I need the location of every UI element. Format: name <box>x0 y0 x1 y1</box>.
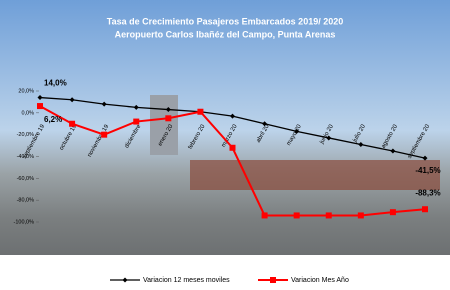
chart: Tasa de Crecimiento Pasajeros Embarcados… <box>0 0 450 290</box>
data-label: -41,5% <box>415 166 440 175</box>
marker <box>230 145 236 151</box>
marker <box>101 132 107 138</box>
marker <box>422 206 428 212</box>
y-tick-label: -20,0% <box>17 132 35 138</box>
marker <box>37 103 43 109</box>
legend-label: Variacion 12 meses moviles <box>143 277 230 284</box>
marker <box>69 121 75 127</box>
terminal <box>190 160 440 190</box>
marker <box>133 119 139 125</box>
marker <box>165 115 171 121</box>
chart-subtitle: Aeropuerto Carlos Ibañéz del Campo, Punt… <box>115 29 336 39</box>
y-tick-label: 0,0% <box>21 110 34 116</box>
marker <box>358 212 364 218</box>
y-tick-label: -100,0% <box>14 219 35 225</box>
marker <box>326 212 332 218</box>
y-tick-label: -80,0% <box>17 198 35 204</box>
legend-band <box>0 255 450 290</box>
marker <box>294 212 300 218</box>
legend-label: Variacion Mes Año <box>291 277 349 284</box>
marker <box>390 209 396 215</box>
data-label: -88,3% <box>415 188 440 197</box>
tower <box>150 95 178 155</box>
legend-marker <box>270 277 276 283</box>
marker <box>262 212 268 218</box>
marker <box>197 109 203 115</box>
data-label: 6,2% <box>44 115 62 124</box>
data-label: 14,0% <box>44 79 67 88</box>
y-tick-label: -60,0% <box>17 176 35 182</box>
y-tick-label: 20,0% <box>18 88 34 94</box>
chart-title: Tasa de Crecimiento Pasajeros Embarcados… <box>107 16 343 26</box>
